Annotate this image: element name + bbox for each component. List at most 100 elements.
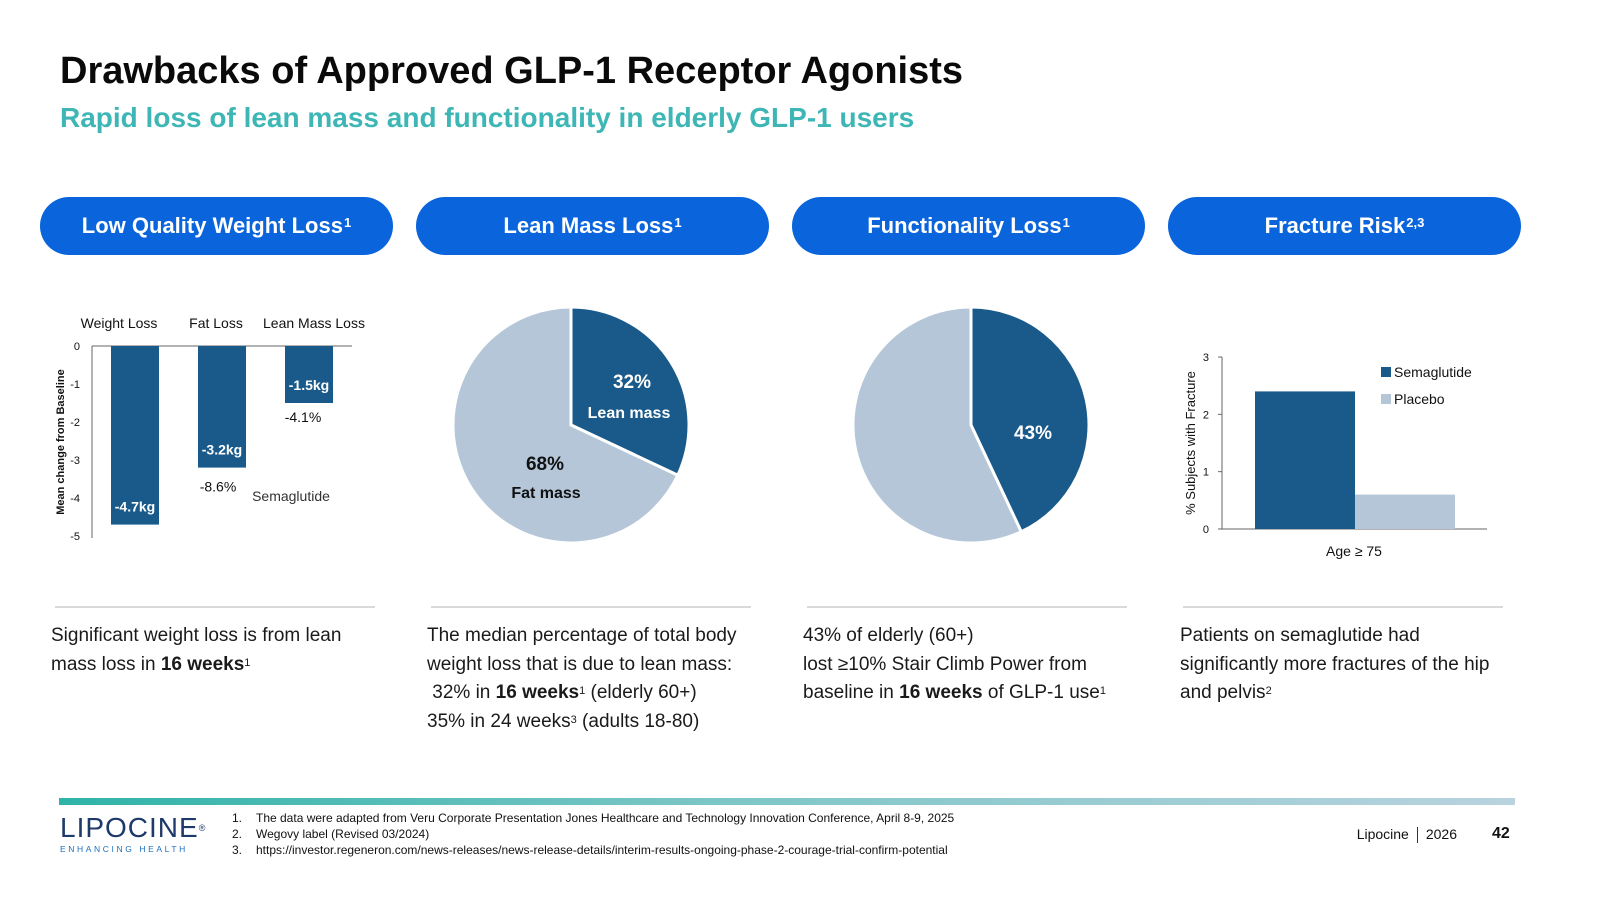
bar-value-label: -4.7kg xyxy=(115,499,155,515)
pie-slice xyxy=(451,305,680,545)
desc-text: (adults 18-80) xyxy=(576,710,700,732)
pill-fracture-risk: Fracture Risk 2,3 xyxy=(1168,197,1521,255)
y-tick-label: -5 xyxy=(70,531,80,543)
footer-separator xyxy=(1416,827,1418,844)
desc-bold: 16 weeks xyxy=(899,682,983,703)
logo-word: LIPOCINE xyxy=(60,812,199,843)
desc-text: 35% in 24 weeks xyxy=(427,710,571,732)
desc-text: and pelvis xyxy=(1180,682,1266,703)
logo-tagline: ENHANCING HEALTH xyxy=(60,844,188,854)
pill-sup: 2,3 xyxy=(1406,214,1425,230)
footer-company-year: Lipocine 2026 xyxy=(1356,826,1457,844)
y-tick-label: -4 xyxy=(70,493,80,505)
weight-loss-bar-chart: Mean change from Baseline Weight Loss Fa… xyxy=(55,315,365,543)
slice-pct-label: 68% xyxy=(526,454,564,475)
bar-weight-loss xyxy=(111,346,159,525)
logo-wordmark: LIPOCINE® xyxy=(60,814,206,842)
y-tick-label: -3 xyxy=(70,455,80,467)
bar-pct-label: -8.6% xyxy=(200,479,237,495)
category-label: Weight Loss xyxy=(81,315,158,331)
y-tick-label: -1 xyxy=(70,379,80,391)
pill-low-quality-weight-loss: Low Quality Weight Loss 1 xyxy=(40,197,393,255)
page-subtitle: Rapid loss of lean mass and functionalit… xyxy=(60,102,915,133)
desc-text: 32% in xyxy=(427,682,496,703)
pill-sup: 1 xyxy=(343,214,352,230)
footnote-number: 3. xyxy=(232,843,243,857)
footer-accent-bar xyxy=(59,798,1515,805)
pill-functionality-loss: Functionality Loss 1 xyxy=(792,197,1145,255)
legend-swatch-semaglutide xyxy=(1381,367,1391,377)
logo-registered-mark: ® xyxy=(198,823,207,833)
description-functionality: 43% of elderly (60+) lost ≥10% Stair Cli… xyxy=(803,622,1106,708)
desc-line: Significant weight loss is from lean xyxy=(51,625,342,646)
description-fracture: Patients on semaglutide had significantl… xyxy=(1180,622,1489,708)
desc-text: of GLP-1 use xyxy=(982,682,1100,703)
desc-line: 32% in 16 weeks1 (elderly 60+) xyxy=(427,679,736,708)
pill-label: Functionality Loss xyxy=(867,213,1062,238)
footnote: 2. Wegovy label (Revised 03/2024) xyxy=(232,826,954,842)
bar-pct-label: -4.1% xyxy=(285,409,322,425)
pill-label: Low Quality Weight Loss xyxy=(81,213,343,238)
legend-swatch-placebo xyxy=(1381,394,1391,404)
pie-slice xyxy=(851,305,1024,545)
footnote: 3. https://investor.regeneron.com/news-re… xyxy=(232,842,954,858)
page-number: 42 xyxy=(1492,825,1510,842)
footer-year: 2026 xyxy=(1425,826,1457,842)
slice-pct-label: 32% xyxy=(613,372,651,393)
desc-text: (elderly 60+) xyxy=(585,682,697,703)
desc-bold: 16 weeks xyxy=(495,682,580,703)
footnote-number: 2. xyxy=(232,827,243,841)
desc-bold: 16 weeks xyxy=(160,653,245,675)
desc-line: baseline in 16 weeks of GLP-1 use1 xyxy=(803,679,1106,708)
divider xyxy=(431,606,751,608)
pie-slice xyxy=(969,305,1091,534)
desc-sup: 1 xyxy=(244,656,251,669)
bar-placebo xyxy=(1355,494,1455,529)
y-axis-label: Mean change from Baseline xyxy=(55,369,67,515)
y-tick-label: 1 xyxy=(1203,467,1209,479)
desc-line: and pelvis2 xyxy=(1180,679,1489,708)
footnote-text: Wegovy label (Revised 03/2024) xyxy=(256,827,430,841)
desc-line: mass loss in 16 weeks1 xyxy=(51,651,341,680)
desc-line: weight loss that is due to lean mass: xyxy=(427,653,733,675)
footer-company: Lipocine xyxy=(1356,826,1409,842)
divider xyxy=(55,606,375,608)
bar-value-label: -3.2kg xyxy=(202,442,242,458)
desc-line: 43% of elderly (60+) xyxy=(803,625,974,646)
desc-text: baseline in xyxy=(803,682,900,703)
y-tick-label: -2 xyxy=(70,417,80,429)
pill-sup: 1 xyxy=(674,214,682,230)
y-tick-label: 2 xyxy=(1203,409,1209,421)
slice-label: Lean mass xyxy=(588,405,671,422)
divider xyxy=(1183,606,1503,608)
lean-mass-pie-chart: 32% Lean mass 68% Fat mass xyxy=(451,305,691,545)
legend-label: Semaglutide xyxy=(1394,364,1472,380)
desc-sup: 1 xyxy=(1099,685,1106,697)
footnote-text: https://investor.regeneron.com/news-rele… xyxy=(256,843,948,857)
description-weight-loss: Significant weight loss is from lean mas… xyxy=(51,622,341,679)
footnotes: 1. The data were adapted from Veru Corpor… xyxy=(232,810,954,858)
fracture-bar-chart: % Subjects with Fracture 0 1 2 3 Age ≥ 75 S… xyxy=(1183,352,1487,559)
functionality-pie-chart: 43% xyxy=(851,305,1091,545)
bar-semaglutide xyxy=(1255,391,1355,529)
desc-sup: 2 xyxy=(1265,685,1272,697)
footnote-number: 1. xyxy=(232,811,243,825)
pill-lean-mass-loss: Lean Mass Loss 1 xyxy=(416,197,769,255)
bar-value-label: -1.5kg xyxy=(289,377,329,393)
footnote-text: The data were adapted from Veru Corporat… xyxy=(256,811,955,825)
desc-line: significantly more fractures of the hip xyxy=(1180,653,1490,675)
pill-label: Fracture Risk xyxy=(1264,213,1406,238)
desc-line: 35% in 24 weeks3 (adults 18-80) xyxy=(427,708,736,737)
desc-text: mass loss in xyxy=(51,653,161,675)
y-tick-label: 0 xyxy=(74,341,80,353)
desc-line: lost ≥10% Stair Climb Power from xyxy=(803,653,1087,675)
description-lean-mass: The median percentage of total body weig… xyxy=(427,622,736,736)
slice-pct-label: 43% xyxy=(1014,423,1052,444)
category-label: Lean Mass Loss xyxy=(263,315,365,331)
company-logo: LIPOCINE® ENHANCING HEALTH xyxy=(60,814,206,855)
bar-lean-mass-loss xyxy=(285,346,333,403)
series-label: Semaglutide xyxy=(252,488,330,504)
divider xyxy=(807,606,1127,608)
desc-line: Patients on semaglutide had xyxy=(1180,625,1420,646)
y-axis-label: % Subjects with Fracture xyxy=(1183,371,1198,515)
